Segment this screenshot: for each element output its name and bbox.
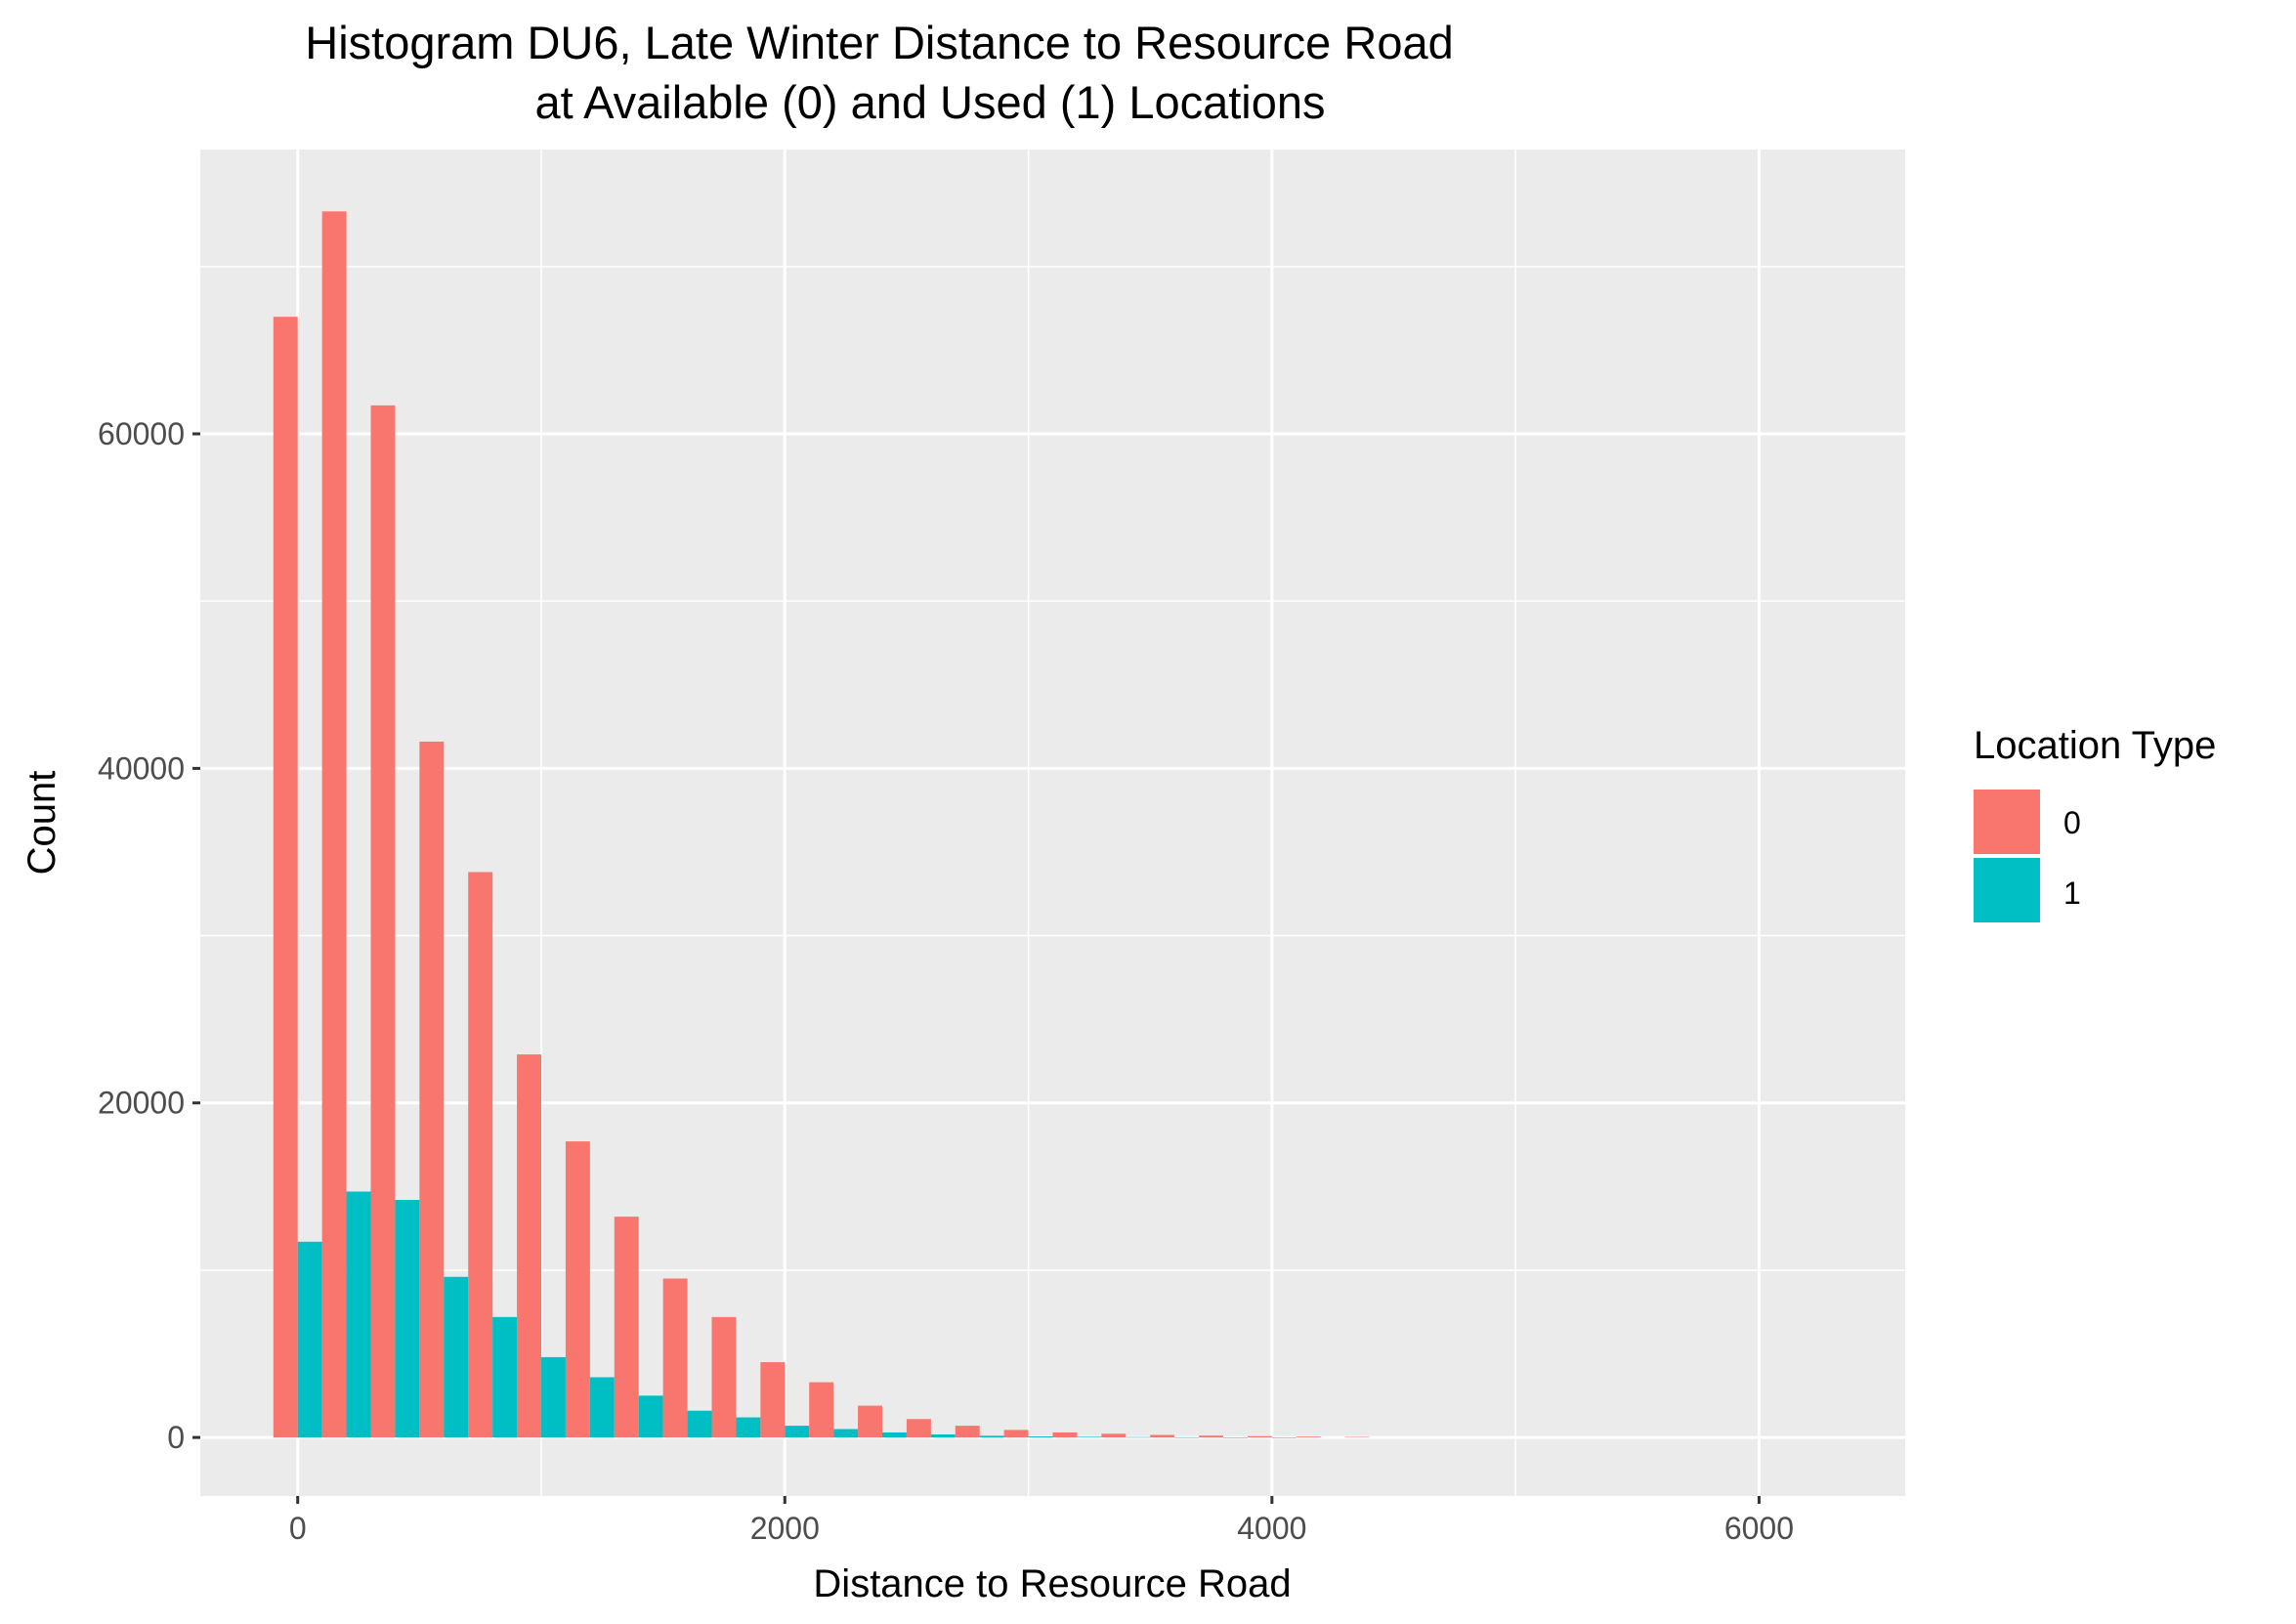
bar-series-0: [1003, 1430, 1029, 1438]
bar-series-1: [1174, 1436, 1200, 1438]
bar-series-1: [638, 1395, 663, 1438]
bar-series-0: [1247, 1435, 1272, 1438]
bar-series-1: [1028, 1436, 1053, 1438]
bar-series-0: [565, 1141, 590, 1438]
bar-series-1: [687, 1410, 712, 1438]
bar-series-0: [517, 1054, 541, 1438]
bar-series-0: [614, 1217, 639, 1438]
bar-series-1: [833, 1429, 859, 1438]
bar-series-1: [395, 1200, 420, 1438]
bar-series-1: [589, 1377, 615, 1438]
y-tick-label: 40000: [98, 750, 185, 786]
bar-series-0: [662, 1278, 688, 1438]
bar-series-0: [1296, 1436, 1321, 1438]
y-tick-label: 0: [167, 1420, 185, 1455]
bar-series-1: [736, 1417, 761, 1438]
legend-label-0: 0: [2063, 805, 2081, 840]
x-axis-title: Distance to Resource Road: [813, 1562, 1291, 1605]
x-tick-label: 2000: [750, 1511, 820, 1546]
bar-series-0: [711, 1316, 737, 1438]
bars: [273, 211, 1370, 1438]
bar-series-0: [1150, 1434, 1175, 1438]
bar-series-1: [1271, 1437, 1297, 1438]
bar-series-0: [1101, 1433, 1127, 1438]
bar-series-0: [906, 1419, 931, 1438]
legend-key-0: [1974, 790, 2040, 854]
bar-series-1: [541, 1356, 566, 1438]
legend-title: Location Type: [1974, 724, 2216, 767]
y-axis-title: Count: [21, 771, 64, 876]
bar-series-1: [1077, 1436, 1102, 1438]
legend: Location Type 0 1: [1974, 724, 2216, 922]
bar-series-0: [419, 741, 445, 1438]
bar-series-0: [1052, 1432, 1078, 1438]
bar-series-1: [882, 1432, 907, 1438]
bar-series-0: [468, 872, 493, 1438]
bar-series-1: [346, 1191, 371, 1438]
bar-series-0: [1344, 1436, 1370, 1438]
x-axis: 0 2000 4000 6000: [289, 1496, 1794, 1546]
y-tick-label: 20000: [98, 1086, 185, 1121]
x-tick-label: 4000: [1237, 1511, 1306, 1546]
chart-title-line-1: Histogram DU6, Late Winter Distance to R…: [305, 17, 1453, 68]
bar-series-1: [785, 1426, 810, 1438]
bar-series-1: [930, 1434, 956, 1438]
bar-series-1: [492, 1316, 518, 1438]
y-axis: 0 20000 40000 60000: [98, 416, 200, 1455]
bar-series-0: [955, 1426, 980, 1438]
x-tick-label: 0: [289, 1511, 307, 1546]
bar-series-1: [979, 1435, 1004, 1438]
bar-series-1: [297, 1241, 322, 1438]
bar-series-1: [1223, 1437, 1248, 1438]
legend-key-1: [1974, 858, 2040, 922]
chart-title-line-2: at Available (0) and Used (1) Locations: [534, 76, 1325, 128]
bar-series-0: [1199, 1435, 1223, 1438]
bar-series-1: [1126, 1436, 1151, 1438]
bar-series-0: [809, 1382, 834, 1438]
y-tick-label: 60000: [98, 416, 185, 451]
bar-series-1: [444, 1276, 469, 1438]
x-tick-label: 6000: [1724, 1511, 1794, 1546]
legend-label-1: 1: [2063, 876, 2081, 911]
bar-series-0: [321, 211, 347, 1438]
bar-series-0: [273, 317, 298, 1438]
bar-series-0: [858, 1405, 882, 1438]
bar-series-0: [760, 1362, 786, 1438]
bar-series-0: [370, 405, 396, 1438]
